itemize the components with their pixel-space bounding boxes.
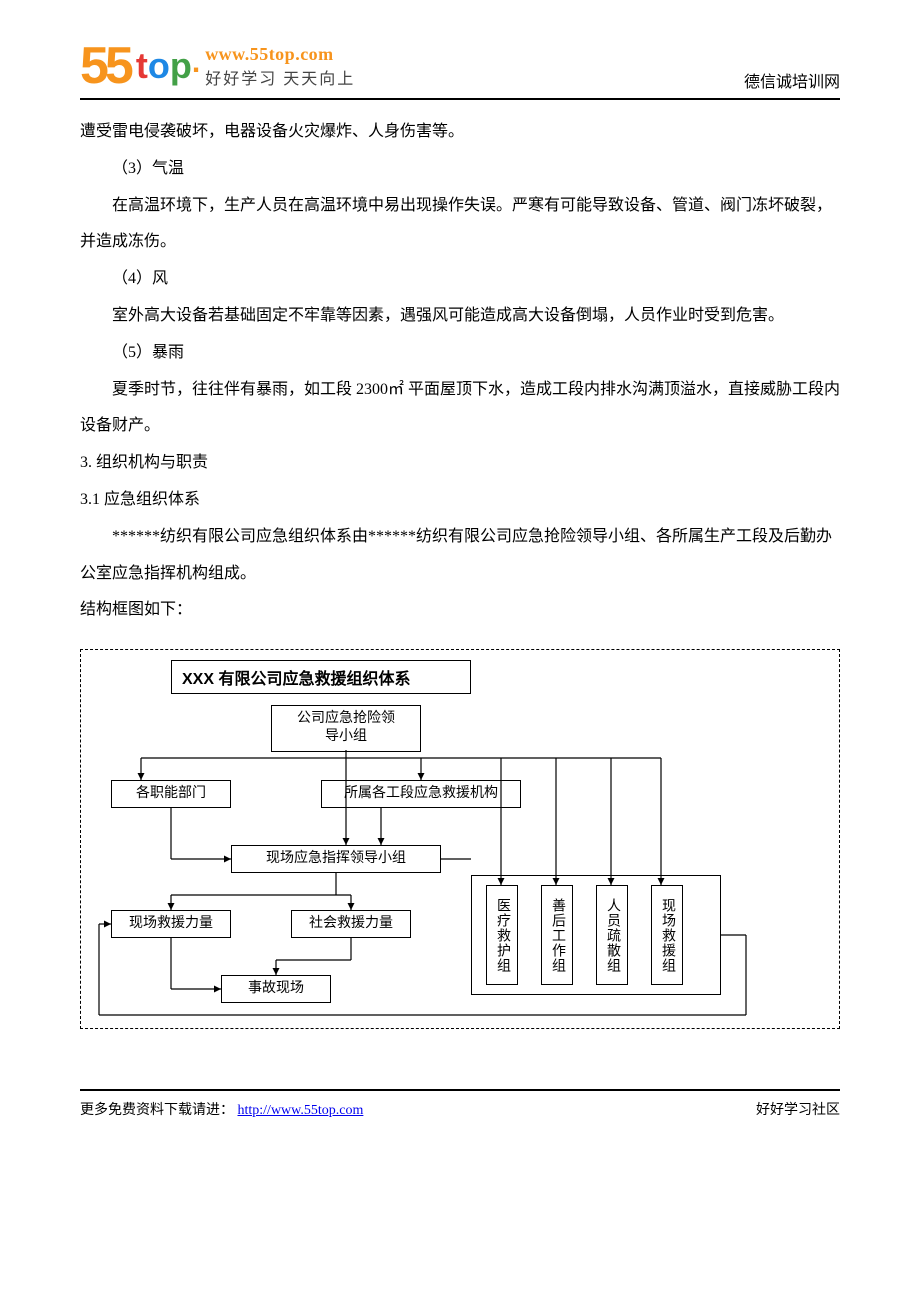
document-body: 遭受雷电侵袭破坏，电器设备火灾爆炸、人身伤害等。 （3）气温 在高温环境下，生产… xyxy=(80,114,840,629)
logo-block: 55 top. www.55top.com 好好学习 天天向上 xyxy=(80,40,355,92)
heading-3: 3. 组织机构与职责 xyxy=(80,445,840,482)
node-scene: 事故现场 xyxy=(221,975,331,1003)
logo-url: www.55top.com xyxy=(205,44,355,65)
node-dept: 各职能部门 xyxy=(111,780,231,808)
node-top: 公司应急抢险领导小组 xyxy=(271,705,421,751)
para-3: 在高温环境下，生产人员在高温环境中易出现操作失误。严寒有可能导致设备、管道、阀门… xyxy=(80,188,840,262)
page-header: 55 top. www.55top.com 好好学习 天天向上 德信诚培训网 xyxy=(80,40,840,100)
para-4: （4）风 xyxy=(80,261,840,298)
para-5: 室外高大设备若基础固定不牢靠等因素，遇强风可能造成高大设备倒塌，人员作业时受到危… xyxy=(80,298,840,335)
node-sub: 所属各工段应急救援机构 xyxy=(321,780,521,808)
chart-connectors xyxy=(81,650,839,1028)
page-footer: 更多免费资料下载请进： http://www.55top.com 好好学习社区 xyxy=(80,1089,840,1119)
node-g3: 人员疏散组 xyxy=(596,885,628,985)
node-social-force: 社会救援力量 xyxy=(291,910,411,938)
org-flowchart: XXX 有限公司应急救援组织体系 公司应急抢险领导小组 各职能部门 所属各工段应… xyxy=(80,649,840,1029)
chart-title: XXX 有限公司应急救援组织体系 xyxy=(171,660,471,694)
logo-top-icon: top. xyxy=(136,48,199,84)
node-cmd: 现场应急指挥领导小组 xyxy=(231,845,441,873)
para-1: 遭受雷电侵袭破坏，电器设备火灾爆炸、人身伤害等。 xyxy=(80,114,840,151)
para-9: 结构框图如下： xyxy=(80,592,840,629)
para-7: 夏季时节，往往伴有暴雨，如工段 2300㎡ 平面屋顶下水，造成工段内排水沟满顶溢… xyxy=(80,372,840,446)
para-8: ******纺织有限公司应急组织体系由******纺织有限公司应急抢险领导小组、… xyxy=(80,519,840,593)
node-g2: 善后工作组 xyxy=(541,885,573,985)
node-g1: 医疗救护组 xyxy=(486,885,518,985)
header-site-name: 德信诚培训网 xyxy=(744,68,840,92)
footer-link[interactable]: http://www.55top.com xyxy=(238,1103,364,1118)
para-2: （3）气温 xyxy=(80,151,840,188)
footer-right: 好好学习社区 xyxy=(756,1099,840,1119)
footer-prefix: 更多免费资料下载请进： xyxy=(80,1103,234,1118)
logo-slogan: 好好学习 天天向上 xyxy=(205,65,355,89)
heading-3-1: 3.1 应急组织体系 xyxy=(80,482,840,519)
logo-text: www.55top.com 好好学习 天天向上 xyxy=(205,44,355,89)
node-onsite-force: 现场救援力量 xyxy=(111,910,231,938)
para-6: （5）暴雨 xyxy=(80,335,840,372)
logo-5-icon: 55 xyxy=(80,40,130,92)
footer-left: 更多免费资料下载请进： http://www.55top.com xyxy=(80,1099,363,1119)
node-g4: 现场救援组 xyxy=(651,885,683,985)
